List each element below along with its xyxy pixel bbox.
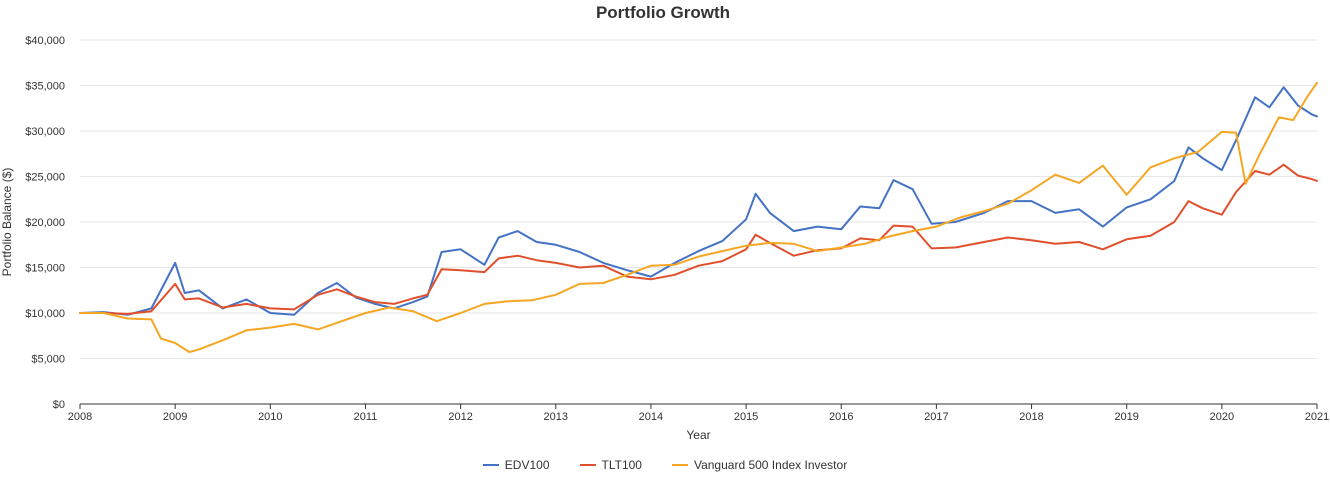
legend-item-tlt100[interactable]: TLT100 [579, 458, 642, 472]
series-line-vanguard-500-index-investor[interactable] [79, 81, 1318, 354]
series-lines[interactable] [79, 81, 1318, 354]
legend-swatch-tlt100 [579, 464, 596, 466]
x-axis-label: Year [686, 428, 710, 442]
y-tick-label: $0 [53, 399, 65, 411]
x-tick-label: 2011 [354, 411, 378, 423]
y-axis-ticks: $0 $5,000 $10,000 $15,000 $20,000 $25,000 $30,… [25, 35, 65, 411]
x-tick-label: 2008 [68, 411, 92, 423]
gridlines [80, 39, 1317, 359]
x-tick-label: 2010 [258, 411, 282, 423]
series-line-edv100[interactable] [79, 86, 1318, 316]
y-tick-label: $30,000 [25, 126, 65, 138]
y-tick-label: $35,000 [25, 81, 65, 93]
legend-label-edv100: EDV100 [504, 458, 550, 472]
y-tick-label: $25,000 [25, 172, 65, 184]
x-axis-ticks: 2008 2009 2010 2011 2012 2013 2014 2015 2016 2017… [68, 404, 1329, 423]
x-tick-label: 2013 [544, 411, 568, 423]
legend-swatch-edv100 [482, 464, 499, 466]
y-tick-label: $15,000 [25, 263, 65, 275]
x-tick-label: 2017 [924, 411, 948, 423]
x-tick-label: 2021 [1305, 411, 1329, 423]
legend-swatch-vanguard-500 [671, 464, 688, 466]
y-tick-label: $10,000 [25, 308, 65, 320]
y-tick-label: $5,000 [31, 354, 65, 366]
y-axis-label: Portfolio Balance ($) [0, 168, 14, 277]
chart-title: Portfolio Growth [596, 3, 730, 22]
chart-legend: EDV100 TLT100 Vanguard 500 Index Investo… [0, 458, 1330, 472]
y-tick-label: $20,000 [25, 217, 65, 229]
legend-label-tlt100: TLT100 [601, 458, 642, 472]
x-tick-label: 2016 [829, 411, 853, 423]
x-tick-label: 2012 [448, 411, 472, 423]
x-tick-label: 2009 [163, 411, 187, 423]
x-tick-label: 2020 [1210, 411, 1234, 423]
x-tick-label: 2014 [639, 411, 663, 423]
x-tick-label: 2019 [1114, 411, 1138, 423]
legend-item-edv100[interactable]: EDV100 [482, 458, 550, 472]
x-tick-label: 2018 [1019, 411, 1043, 423]
legend-item-vanguard-500[interactable]: Vanguard 500 Index Investor [671, 458, 848, 472]
x-tick-label: 2015 [734, 411, 758, 423]
y-tick-label: $40,000 [25, 35, 65, 47]
legend-label-vanguard-500: Vanguard 500 Index Investor [693, 458, 848, 472]
series-line-tlt100[interactable] [79, 163, 1318, 315]
